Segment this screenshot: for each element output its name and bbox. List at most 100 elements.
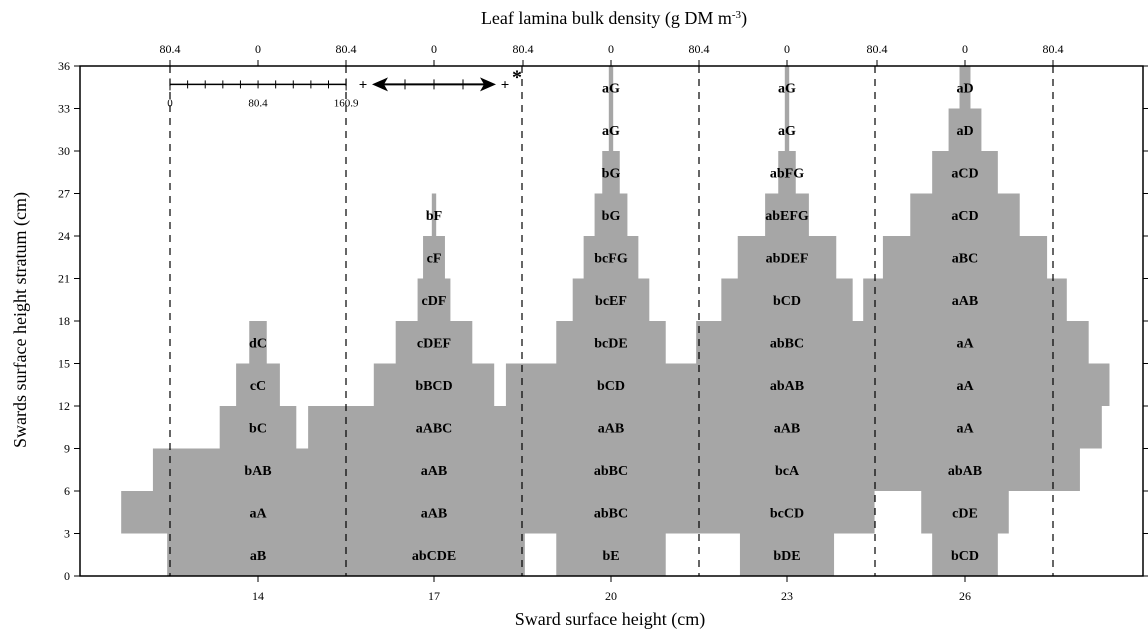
bar-label-17-3: aAB [421, 506, 447, 521]
bar-26-15 [841, 321, 1089, 364]
bar-17-12 [373, 363, 495, 406]
top-tick-label-9: 0 [962, 42, 968, 56]
bar-label-23-15: abBC [770, 336, 804, 351]
top-tick-label-1: 0 [255, 42, 261, 56]
significance-arrow-right-head [480, 77, 496, 92]
bar-20-24 [594, 193, 628, 236]
bar-label-23-18: bCD [773, 294, 801, 309]
bar-label-20-24: bG [602, 209, 621, 224]
bar-26-12 [820, 363, 1110, 406]
bar-26-18 [863, 278, 1067, 321]
y-tick-label-30: 30 [58, 144, 70, 158]
bar-label-23-3: bcCD [770, 506, 804, 521]
bar-26-0 [932, 533, 998, 576]
bar-20-18 [572, 278, 650, 321]
bar-label-23-0: bDE [773, 549, 800, 564]
bar-23-3 [699, 491, 875, 534]
y-tick-label-9: 9 [64, 442, 70, 456]
bar-label-20-27: bG [602, 166, 621, 181]
bar-14-9 [219, 406, 297, 449]
bar-label-20-33: aG [602, 81, 620, 96]
bar-14-15 [249, 321, 267, 364]
bar-17-9 [308, 406, 560, 449]
y-tick-label-21: 21 [58, 272, 70, 286]
bar-23-21 [737, 236, 837, 279]
bar-20-30 [608, 108, 614, 151]
bar-label-17-6: aAB [421, 464, 447, 479]
bar-14-12 [236, 363, 280, 406]
bar-label-14-9: bC [249, 421, 267, 436]
bar-20-21 [583, 236, 639, 279]
y-tick-label-33: 33 [58, 102, 70, 116]
bar-20-33 [608, 66, 614, 109]
bar-23-30 [784, 108, 790, 151]
bar-label-17-9: aABC [416, 421, 453, 436]
bar-label-17-18: cDF [422, 294, 447, 309]
y-tick-label-24: 24 [58, 229, 70, 243]
top-tick-label-10: 80.4 [1043, 42, 1064, 56]
top-tick-label-3: 0 [431, 42, 437, 56]
top-tick-label-2: 80.4 [336, 42, 357, 56]
bar-label-20-15: bcDE [594, 336, 627, 351]
x-tick-label-14: 14 [252, 589, 264, 603]
y-tick-label-12: 12 [58, 399, 70, 413]
scale-bar-label-2: 160.9 [334, 97, 359, 109]
bar-26-33 [959, 66, 971, 109]
bar-label-23-33: aG [778, 81, 796, 96]
y-tick-label-3: 3 [64, 527, 70, 541]
x-tick-label-23: 23 [781, 589, 793, 603]
bar-17-18 [417, 278, 451, 321]
bar-label-23-24: abEFG [765, 209, 809, 224]
y-tick-label-0: 0 [64, 569, 70, 583]
y-tick-label-18: 18 [58, 314, 70, 328]
bar-label-20-12: bCD [597, 379, 625, 394]
bar-26-24 [910, 193, 1020, 236]
bar-label-20-9: aAB [598, 421, 624, 436]
bar-26-27 [932, 151, 998, 194]
bar-label-20-21: bcFG [594, 251, 628, 266]
bar-label-26-33: aD [956, 81, 973, 96]
y-tick-label-36: 36 [58, 59, 70, 73]
y-tick-label-15: 15 [58, 357, 70, 371]
scale-bar-label-1: 80.4 [248, 97, 268, 109]
bar-label-17-0: abCDE [412, 549, 456, 564]
bar-label-17-12: bBCD [415, 379, 452, 394]
top-tick-label-7: 0 [784, 42, 790, 56]
bar-label-17-21: cF [427, 251, 442, 266]
top-tick-label-4: 80.4 [513, 42, 534, 56]
bar-17-24 [431, 193, 437, 236]
bar-23-18 [721, 278, 853, 321]
bar-23-33 [784, 66, 790, 109]
bar-label-17-15: cDEF [417, 336, 451, 351]
bar-label-17-24: bF [426, 209, 442, 224]
x-axis-title: Sward surface height (cm) [515, 609, 705, 630]
x-tick-label-20: 20 [605, 589, 617, 603]
bar-17-21 [423, 236, 445, 279]
x-tick-label-17: 17 [428, 589, 440, 603]
significance-plus-right: + [501, 77, 510, 93]
significance-plus-left: + [359, 77, 368, 93]
bar-label-26-12: aA [956, 379, 974, 394]
bar-label-26-24: aCD [951, 209, 978, 224]
bar-label-20-6: abBC [594, 464, 628, 479]
significance-star: * [512, 66, 522, 88]
significance-arrow-left-head [372, 77, 388, 92]
bar-label-23-21: abDEF [766, 251, 809, 266]
bar-26-30 [948, 108, 982, 151]
bar-17-0 [343, 533, 525, 576]
bar-label-23-9: aAB [774, 421, 800, 436]
bar-23-0 [739, 533, 835, 576]
bar-23-27 [778, 151, 796, 194]
bar-20-27 [602, 151, 620, 194]
bar-label-14-12: cC [250, 379, 266, 394]
top-axis-title: Leaf lamina bulk density (g DM m-3) [481, 8, 747, 29]
bar-label-26-27: aCD [951, 166, 978, 181]
y-tick-label-27: 27 [58, 187, 70, 201]
bar-17-15 [395, 321, 473, 364]
y-tick-label-6: 6 [64, 484, 70, 498]
bar-23-24 [765, 193, 809, 236]
bar-label-14-15: dC [249, 336, 267, 351]
bar-label-20-3: abBC [594, 506, 628, 521]
